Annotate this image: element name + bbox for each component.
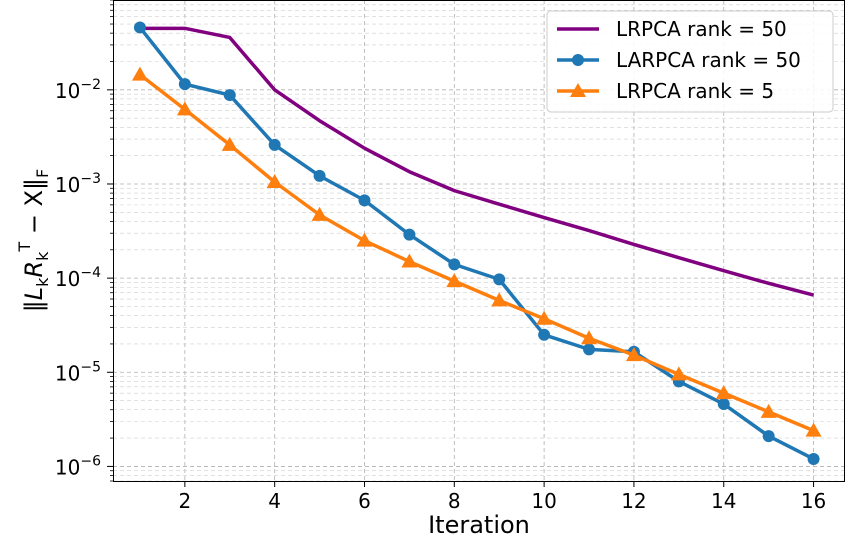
data-point <box>311 206 328 221</box>
data-point <box>581 330 598 345</box>
data-point <box>268 138 281 151</box>
x-tick-label: 2 <box>178 489 191 513</box>
data-point <box>493 273 506 286</box>
x-tick-label: 4 <box>268 489 281 513</box>
y-tick-label: 10−3 <box>55 171 101 197</box>
data-point <box>717 398 730 411</box>
x-tick-label: 10 <box>531 489 556 513</box>
data-point <box>715 385 732 400</box>
data-point <box>356 232 373 247</box>
data-point <box>401 253 418 268</box>
data-point <box>807 452 820 465</box>
series-line <box>138 26 815 461</box>
data-point <box>313 169 326 182</box>
y-tick-label: 10−4 <box>55 265 101 291</box>
data-point <box>583 343 596 356</box>
legend-label: LRPCA rank = 50 <box>616 17 787 41</box>
legend-item: LARPCA rank = 50 <box>557 48 801 72</box>
data-point <box>762 430 775 443</box>
data-point <box>131 66 148 81</box>
legend-label: LARPCA rank = 50 <box>616 48 801 72</box>
y-tick-base: 10 <box>55 361 80 385</box>
data-point <box>221 136 238 151</box>
data-point <box>670 366 687 381</box>
x-tick-label: 8 <box>448 489 461 513</box>
y-axis-title-part: − X‖ <box>20 178 48 242</box>
series-layer <box>131 21 822 465</box>
x-tick-label: 6 <box>358 489 371 513</box>
data-point <box>178 78 191 91</box>
y-tick-base: 10 <box>55 455 80 479</box>
data-point <box>223 89 236 102</box>
y-tick-exponent: −6 <box>80 453 101 469</box>
series-line <box>139 26 815 297</box>
data-point <box>538 328 551 341</box>
series-2 <box>131 66 822 437</box>
y-axis-title-part: k <box>33 277 52 287</box>
legend-marker <box>572 54 584 66</box>
data-point <box>448 258 461 271</box>
data-point <box>266 173 283 188</box>
data-point <box>176 101 193 116</box>
data-point <box>133 21 146 34</box>
data-point <box>358 194 371 207</box>
data-point <box>625 347 642 362</box>
legend-item: LRPCA rank = 50 <box>557 17 787 41</box>
y-tick-label: 10−2 <box>55 77 101 103</box>
data-point <box>403 228 416 241</box>
legend-item: LRPCA rank = 5 <box>557 79 774 103</box>
legend-marker <box>570 83 586 97</box>
x-tick-label: 16 <box>801 489 826 513</box>
data-point <box>491 292 508 307</box>
y-axis-title-part: ‖L <box>20 287 48 312</box>
y-tick-label: 10−6 <box>55 453 101 479</box>
y-tick-exponent: −4 <box>80 265 101 281</box>
series-0 <box>139 26 815 297</box>
y-tick-base: 10 <box>55 79 80 103</box>
x-tick-label: 14 <box>711 489 736 513</box>
y-tick-label: 10−5 <box>55 359 101 385</box>
y-axis-title-part: T <box>15 242 34 253</box>
y-tick-exponent: −5 <box>80 359 101 375</box>
y-axis-title-part: F <box>33 169 52 178</box>
y-tick-base: 10 <box>55 173 80 197</box>
data-point <box>446 273 463 288</box>
data-point <box>760 403 777 418</box>
y-tick-base: 10 <box>55 267 80 291</box>
x-tick-label: 12 <box>621 489 646 513</box>
y-axis-title: ‖LkRkT − X‖F <box>15 169 52 312</box>
data-point <box>805 422 822 437</box>
y-axis-title-part: k <box>33 251 52 261</box>
series-line <box>138 73 815 433</box>
legend-label: LRPCA rank = 5 <box>616 79 774 103</box>
legend-box <box>546 10 834 113</box>
legend: LRPCA rank = 50 LARPCA rank = 50 LRPCA ran… <box>546 10 834 113</box>
y-axis-title-part: R <box>20 261 48 278</box>
y-tick-exponent: −3 <box>80 171 101 187</box>
series-1 <box>133 21 820 465</box>
y-tick-exponent: −2 <box>80 77 101 93</box>
x-axis-title: Iteration <box>428 511 530 535</box>
data-point <box>536 310 553 325</box>
